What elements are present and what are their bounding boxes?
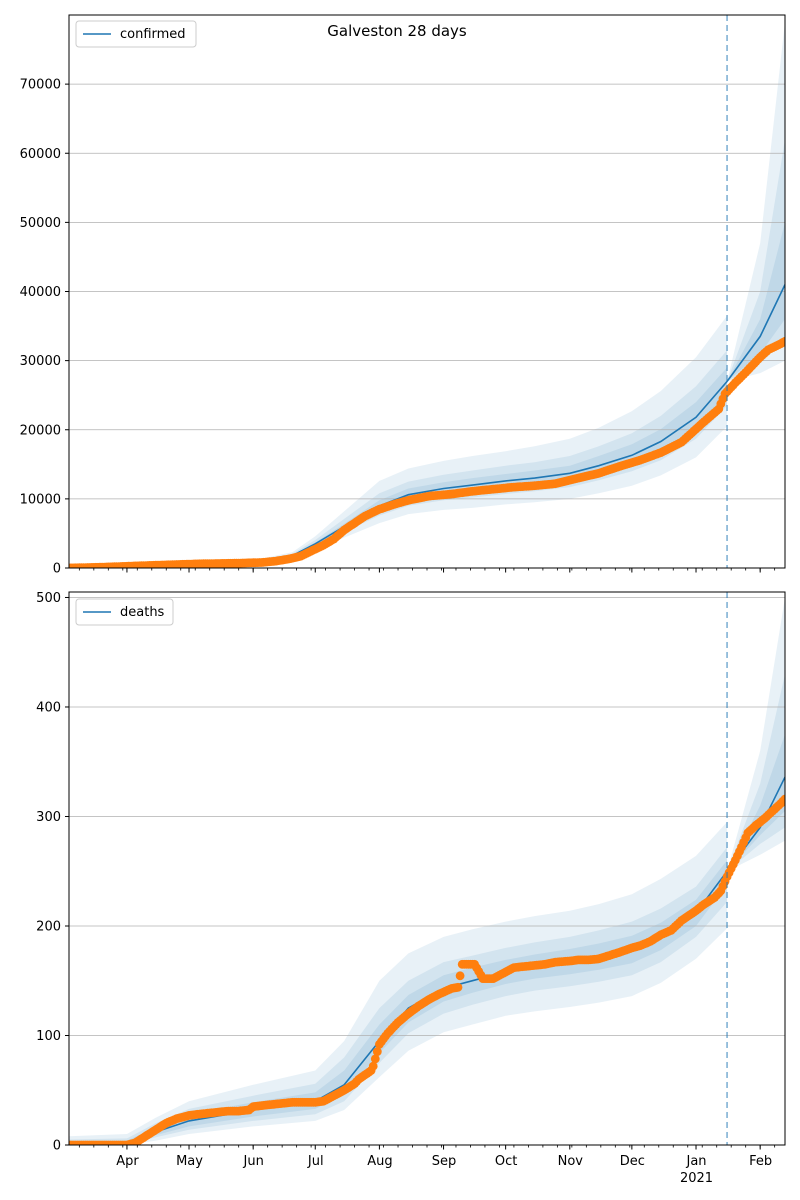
chart-title: Galveston 28 days <box>327 22 467 40</box>
deaths-x-tick-label-0: Apr <box>116 1154 139 1169</box>
deaths-y-tick-label-4: 400 <box>36 700 61 715</box>
deaths-legend-label: deaths <box>120 605 165 620</box>
confirmed-y-tick-label-4: 40000 <box>20 285 61 300</box>
deaths-gridlines <box>69 597 785 1036</box>
confirmed-y-tick-label-7: 70000 <box>20 78 61 93</box>
deaths-x-tick-label-8: Dec <box>620 1154 645 1169</box>
confirmed-y-axis: 0 10000 20000 30000 40000 50000 60000 70000 <box>20 78 69 577</box>
deaths-observed-point <box>780 794 785 804</box>
deaths-x-axis: Apr May Jun Jul Aug Sep Oct Nov Dec Jan Feb 2021 <box>78 1145 776 1186</box>
deaths-x-year-label: 2021 <box>680 1171 713 1186</box>
deaths-y-tick-label-3: 300 <box>36 810 61 825</box>
deaths-x-tick-label-6: Oct <box>495 1154 517 1169</box>
deaths-uncertainty-bands <box>69 597 785 1145</box>
confirmed-y-tick-label-1: 10000 <box>20 492 61 507</box>
deaths-observed-point <box>453 982 463 992</box>
confirmed-legend-box <box>75 20 197 48</box>
deaths-y-tick-label-5: 500 <box>36 591 61 606</box>
deaths-band-0 <box>69 822 728 1145</box>
confirmed-legend: confirmed <box>75 20 197 48</box>
confirmed-band-2 <box>69 367 728 568</box>
confirmed-uncertainty-bands <box>69 21 785 568</box>
deaths-x-tick-label-10: Feb <box>749 1154 772 1169</box>
deaths-x-tick-label-2: Jun <box>243 1154 264 1169</box>
deaths-x-tick-label-9: Jan <box>685 1154 706 1169</box>
confirmed-observed-points <box>69 336 785 568</box>
deaths-y-tick-label-0: 0 <box>53 1139 61 1154</box>
deaths-x-tick-label-5: Sep <box>432 1154 457 1169</box>
deaths-x-tick-label-3: Jul <box>307 1154 324 1169</box>
deaths-x-tick-label-7: Nov <box>558 1154 584 1169</box>
deaths-observed-points <box>69 794 785 1145</box>
confirmed-band-1 <box>69 350 728 568</box>
deaths-y-tick-label-1: 100 <box>36 1029 61 1044</box>
deaths-observed-point <box>368 1061 378 1071</box>
confirmed-y-tick-label-2: 20000 <box>20 423 61 438</box>
deaths-band-1 <box>69 847 728 1145</box>
confirmed-y-tick-label-5: 50000 <box>20 216 61 231</box>
deaths-legend: deaths <box>75 598 174 626</box>
confirmed-y-tick-label-0: 0 <box>53 562 61 577</box>
deaths-y-tick-label-2: 200 <box>36 919 61 934</box>
deaths-observed-point <box>370 1054 380 1064</box>
confirmed-observed-point <box>780 336 785 346</box>
confirmed-x-axis <box>78 568 776 573</box>
confirmed-y-tick-label-6: 60000 <box>20 147 61 162</box>
deaths-x-tick-label-1: May <box>176 1154 203 1169</box>
deaths-x-tick-label-4: Aug <box>367 1154 392 1169</box>
confirmed-panel: 0 10000 20000 30000 40000 50000 60000 70000 con… <box>20 14 786 577</box>
deaths-panel: 0 100 200 300 400 500 Apr May Jun Jul Aug Sep Oct No… <box>36 591 786 1186</box>
deaths-legend-box <box>75 598 174 626</box>
confirmed-band-0 <box>69 315 728 568</box>
deaths-observed-point <box>372 1047 382 1056</box>
deaths-y-axis: 0 100 200 300 400 500 <box>36 591 69 1154</box>
deaths-observed-point <box>455 971 465 981</box>
confirmed-y-tick-label-3: 30000 <box>20 354 61 369</box>
confirmed-legend-label: confirmed <box>120 27 186 42</box>
